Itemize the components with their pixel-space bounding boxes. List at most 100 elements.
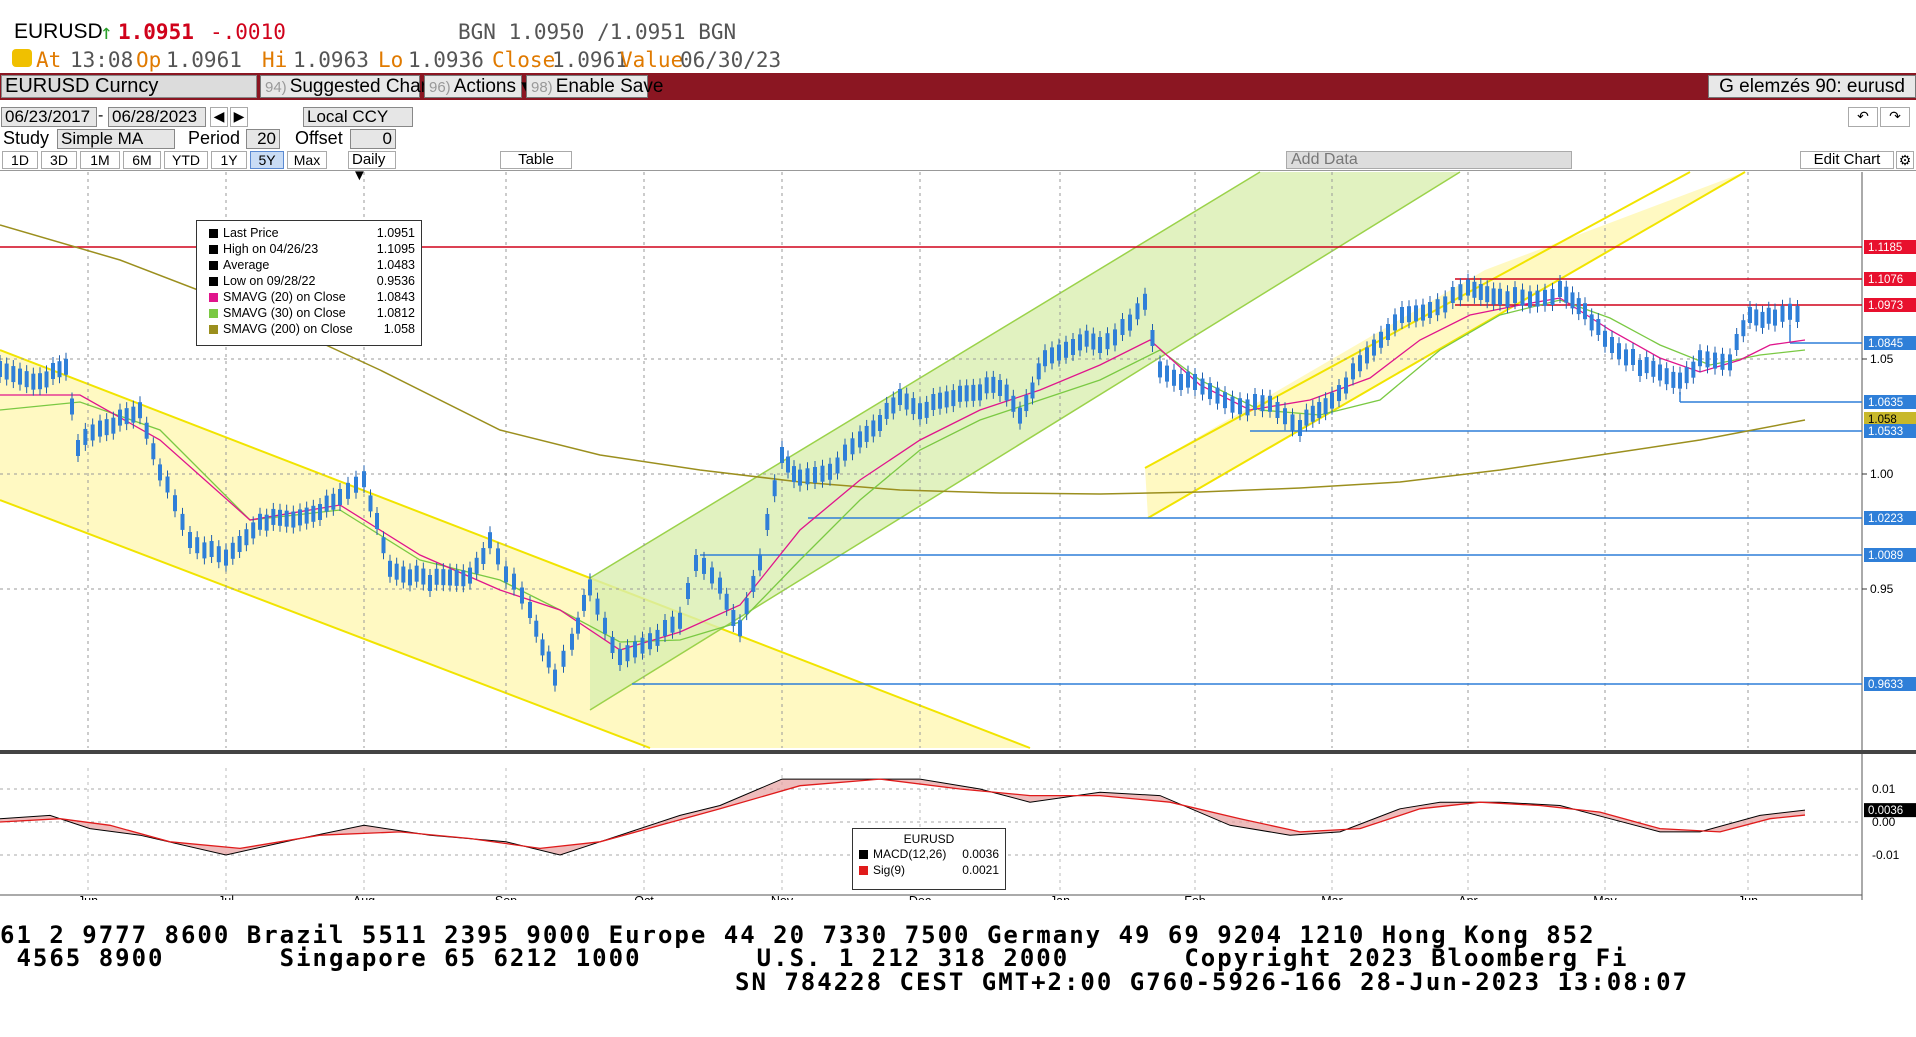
candle-body: [1720, 353, 1725, 370]
period-button-3d[interactable]: 3D: [41, 151, 77, 169]
scroll-right-button[interactable]: ▶: [230, 107, 248, 127]
candle-body: [448, 569, 452, 586]
candle-body: [346, 482, 350, 499]
period-button-1m[interactable]: 1M: [80, 151, 120, 169]
month-tick: Jul: [218, 894, 234, 900]
study-select[interactable]: Simple MA: [57, 129, 175, 149]
candle-body: [408, 569, 412, 586]
chart-legend[interactable]: Last Price 1.0951 High on 04/26/23 1.1095 Av…: [196, 220, 422, 346]
legend-row: SMAVG (30) on Close 1.0812: [197, 305, 421, 321]
candle-body: [1078, 334, 1082, 351]
ticker-symbol[interactable]: EURUSD: [14, 20, 103, 43]
actions-num: 96): [429, 79, 451, 96]
undo-icon[interactable]: ↶: [1848, 107, 1878, 127]
candle-body: [1766, 307, 1771, 324]
candle-body: [1208, 383, 1212, 400]
candle-body: [1245, 399, 1250, 416]
enable-save-button[interactable]: 98) Enable Save: [526, 75, 663, 98]
legend-swatch-icon: [859, 866, 868, 875]
candle-body: [978, 384, 982, 401]
candle-body: [1143, 293, 1147, 310]
page-title[interactable]: G elemzés 90: eurusd: [1708, 75, 1916, 98]
period-button-6m[interactable]: 6M: [123, 151, 161, 169]
candle-body: [124, 408, 129, 425]
legend-value: 1.0812: [376, 306, 415, 320]
candle-body: [911, 398, 916, 415]
price-level-text: 1.0635: [1868, 397, 1903, 409]
candle-body: [1253, 394, 1257, 410]
candle-body: [1393, 314, 1397, 331]
candle-body: [724, 593, 729, 610]
candle-body: [1200, 378, 1205, 395]
candle-body: [1024, 395, 1029, 412]
candle-body: [648, 633, 652, 650]
candle-body: [428, 575, 432, 591]
last-price: 1.0951: [118, 20, 194, 44]
frequency-select[interactable]: Daily ▼: [348, 151, 396, 184]
candle-body: [454, 569, 459, 586]
gear-icon[interactable]: ⚙: [1896, 151, 1914, 169]
candle-body: [1186, 371, 1190, 388]
candle-body: [24, 371, 29, 388]
candle-body: [1358, 355, 1362, 372]
price-chart[interactable]: 1.11851.10761.09731.08451.06351.0581.053…: [0, 150, 1916, 900]
price-level-text: 1.0973: [1868, 300, 1903, 312]
candle-body: [1435, 299, 1440, 316]
candle-body: [394, 563, 399, 580]
period-label: Period: [188, 128, 241, 148]
macd-tick: -0.01: [1872, 848, 1900, 862]
period-button-max[interactable]: Max: [287, 151, 327, 169]
month-tick: Dec: [909, 894, 931, 900]
candle-body: [1698, 350, 1702, 367]
currency-select[interactable]: Local CCY: [303, 107, 413, 127]
date-from-field[interactable]: 06/23/2017: [1, 107, 97, 127]
candle-body: [1610, 337, 1614, 353]
date-to-field[interactable]: 06/28/2023: [108, 107, 206, 127]
candle-body: [1165, 365, 1169, 382]
candle-body: [138, 402, 142, 419]
candle-body: [655, 629, 660, 646]
candle-body: [1513, 287, 1517, 304]
suggested-charts-button[interactable]: 94) Suggested Charts: [260, 75, 442, 98]
candle-body: [1179, 374, 1183, 390]
macd-legend-row: Sig(9) 0.0021: [853, 862, 1005, 878]
at-time: 13:08: [70, 48, 134, 72]
redo-icon[interactable]: ↷: [1880, 107, 1910, 127]
candle-body: [792, 466, 796, 483]
scroll-left-button[interactable]: ◀: [210, 107, 228, 127]
period-field[interactable]: 20: [246, 129, 280, 149]
candle-body: [805, 468, 810, 485]
gauge-icon[interactable]: [12, 49, 32, 67]
actions-button[interactable]: 96) Actions ▾: [424, 75, 531, 98]
edit-chart-button[interactable]: Edit Chart: [1800, 151, 1894, 169]
candle-body: [1223, 392, 1227, 409]
period-button-ytd[interactable]: YTD: [164, 151, 208, 169]
sma20-line: [0, 297, 1806, 651]
table-button[interactable]: Table: [500, 151, 572, 169]
period-button-1y[interactable]: 1Y: [211, 151, 247, 169]
candle-body: [165, 476, 170, 493]
candle-body: [111, 417, 116, 434]
add-data-field[interactable]: Add Data: [1286, 151, 1572, 169]
candle-body: [964, 385, 969, 402]
candle-body: [991, 376, 996, 393]
candle-body: [180, 513, 185, 530]
candle-body: [610, 637, 615, 653]
candle-body: [1135, 303, 1140, 320]
candle-body: [718, 577, 722, 594]
candle-body: [582, 594, 586, 611]
candle-body: [576, 617, 580, 634]
candle-body: [0, 361, 2, 377]
security-field[interactable]: EURUSD Curncy: [1, 75, 257, 98]
candle-body: [1741, 320, 1746, 337]
candle-body: [1528, 291, 1532, 308]
candle-body: [540, 639, 545, 656]
macd-legend[interactable]: EURUSD MACD(12,26) 0.0036 Sig(9) 0.0021: [852, 828, 1006, 890]
candle-body: [738, 620, 742, 637]
offset-field[interactable]: 0: [350, 129, 396, 149]
period-button-5y[interactable]: 5Y: [250, 151, 284, 169]
price-level-text: 1.0089: [1868, 550, 1903, 562]
period-button-1d[interactable]: 1D: [2, 151, 38, 169]
candle-body: [1172, 369, 1176, 386]
candle-body: [588, 579, 592, 596]
